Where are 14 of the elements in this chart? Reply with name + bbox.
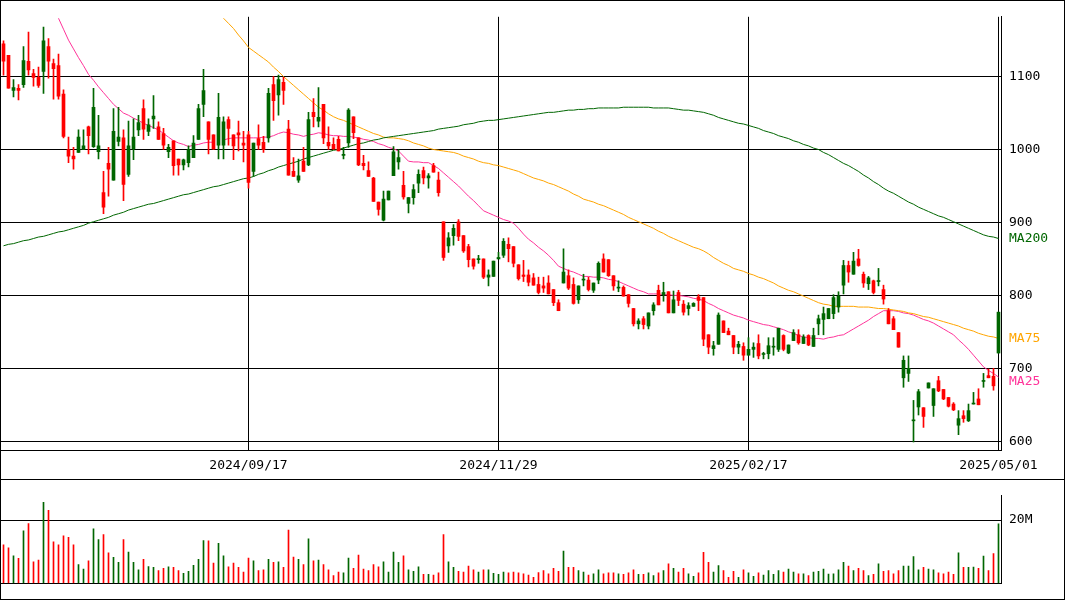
x-tick-label: 2024/09/17 <box>209 457 288 473</box>
x-tick-label: 2025/02/17 <box>709 457 788 473</box>
y-tick-label: 800 <box>1009 286 1033 302</box>
y-tick-label: 700 <box>1009 359 1033 375</box>
y-tick-label: 1000 <box>1009 140 1041 156</box>
series-label: MA25 <box>1009 372 1041 388</box>
x-tick-label: 2024/11/29 <box>459 457 538 473</box>
series-label: MA75 <box>1009 329 1041 345</box>
x-tick-label: 2025/05/01 <box>959 457 1038 473</box>
y-tick-label: 1100 <box>1009 67 1041 83</box>
y-tick-label: 20M <box>1009 511 1033 527</box>
y-tick-label: 600 <box>1009 432 1033 448</box>
y-tick-label: 900 <box>1009 213 1033 229</box>
series-label: MA200 <box>1009 229 1049 245</box>
